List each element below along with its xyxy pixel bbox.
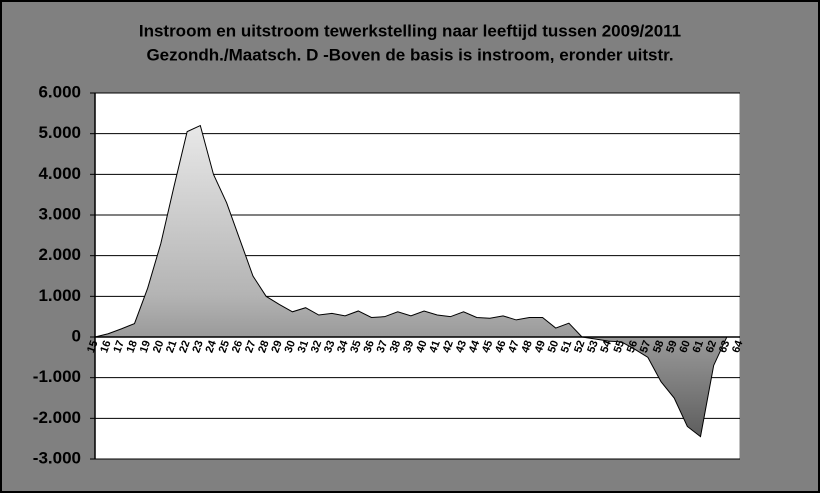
x-tick-label: 55 xyxy=(612,339,627,355)
x-tick-label: 15 xyxy=(85,339,100,355)
x-tick-label: 29 xyxy=(269,339,284,355)
y-tick-label: 5.000 xyxy=(38,123,81,142)
x-tick-label: 22 xyxy=(177,339,192,355)
y-tick-label: 4.000 xyxy=(38,164,81,183)
x-tick-label: 54 xyxy=(598,338,614,354)
x-tick-label: 24 xyxy=(204,338,220,354)
x-tick-label: 38 xyxy=(388,339,403,355)
x-tick-label: 30 xyxy=(283,339,298,355)
x-tick-label: 31 xyxy=(296,339,311,355)
chart-subtitle: Gezondh./Maatsch. D -Boven de basis is i… xyxy=(146,45,673,64)
x-tick-label: 16 xyxy=(98,339,113,355)
x-tick-label: 27 xyxy=(243,339,258,355)
x-tick-label: 61 xyxy=(691,339,706,355)
x-tick-label: 25 xyxy=(217,339,232,355)
x-tick-label: 62 xyxy=(704,339,719,355)
x-tick-label: 34 xyxy=(335,338,351,354)
chart-title: Instroom en uitstroom tewerkstelling naa… xyxy=(139,21,681,40)
x-tick-label: 28 xyxy=(256,339,271,355)
y-tick-label: 3.000 xyxy=(38,204,81,223)
x-tick-label: 41 xyxy=(427,339,442,355)
x-tick-label: 59 xyxy=(664,339,679,355)
x-tick-label: 42 xyxy=(440,339,455,355)
x-tick-label: 40 xyxy=(414,339,429,355)
y-tick-label: -3.000 xyxy=(33,448,81,467)
x-tick-label: 35 xyxy=(348,339,363,355)
y-tick-label: 1.000 xyxy=(38,286,81,305)
x-tick-label: 32 xyxy=(309,339,324,355)
x-tick-label: 37 xyxy=(375,339,390,355)
x-tick-label: 49 xyxy=(533,339,548,355)
area xyxy=(94,124,740,438)
x-tick-label: 45 xyxy=(480,339,495,355)
x-tick-label: 57 xyxy=(638,339,653,355)
x-tick-label: 46 xyxy=(493,339,508,355)
x-tick-label: 63 xyxy=(717,339,732,355)
x-tick-label: 33 xyxy=(322,339,337,355)
x-tick-label: 60 xyxy=(677,339,692,355)
x-tick-label: 58 xyxy=(651,339,666,355)
x-tick-label: 51 xyxy=(559,339,574,355)
x-tick-label: 21 xyxy=(164,339,179,355)
x-tick-label: 43 xyxy=(454,339,469,355)
x-tick-label: 52 xyxy=(572,339,587,355)
x-tick-label: 17 xyxy=(111,339,126,355)
x-tick-label: 36 xyxy=(362,339,377,355)
x-tick-label: 48 xyxy=(519,339,534,355)
x-tick-label: 47 xyxy=(506,339,521,355)
x-tick-label: 20 xyxy=(151,339,166,355)
x-tick-label: 26 xyxy=(230,339,245,355)
y-tick-label: -2.000 xyxy=(33,408,81,427)
x-tick-label: 23 xyxy=(190,339,205,355)
x-tick-label: 18 xyxy=(125,339,140,355)
x-tick-label: 44 xyxy=(467,338,483,354)
x-tick-label: 64 xyxy=(730,338,746,354)
y-tick-label: 6.000 xyxy=(38,82,81,101)
x-tick-label: 39 xyxy=(401,339,416,355)
x-tick-label: 56 xyxy=(625,339,640,355)
x-tick-label: 53 xyxy=(585,339,600,355)
x-tick-label: 19 xyxy=(138,339,153,355)
y-tick-label: 2.000 xyxy=(38,245,81,264)
x-tick-label: 50 xyxy=(546,339,561,355)
y-tick-label: -1.000 xyxy=(33,367,81,386)
y-tick-label: 0 xyxy=(72,326,81,345)
